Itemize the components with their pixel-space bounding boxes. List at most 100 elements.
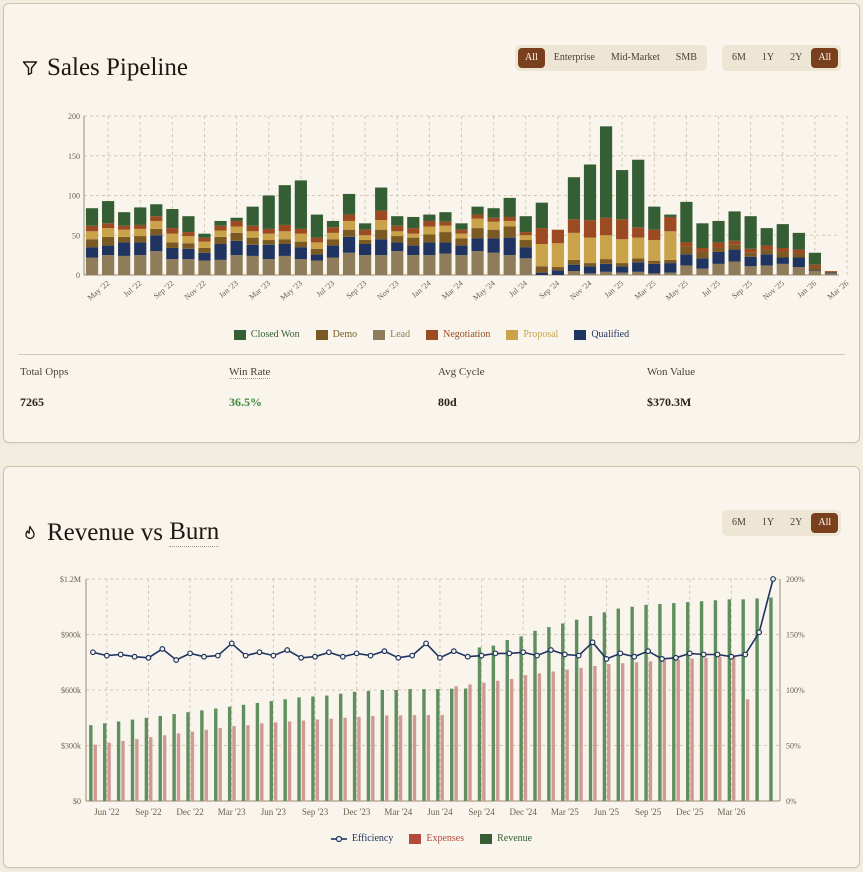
bar-expenses (149, 737, 153, 801)
bar-proposal (246, 231, 259, 238)
legend-label: Qualified (591, 329, 630, 340)
legend-item-closed-won[interactable]: Closed Won (233, 329, 300, 340)
bar-closed-won (519, 216, 532, 233)
range-option-1y[interactable]: 1Y (761, 517, 775, 528)
legend-item-expenses[interactable]: Expenses (409, 833, 464, 844)
bar-negotiation (262, 228, 275, 234)
bar-proposal (342, 220, 356, 230)
bar-demo (696, 251, 709, 259)
bar-proposal (599, 235, 613, 260)
bar-qualified (599, 263, 613, 272)
bar-revenue (422, 689, 426, 801)
bar-revenue (352, 691, 357, 801)
bar-lead (696, 268, 709, 275)
bar-demo (278, 239, 291, 244)
bar-revenue (172, 714, 176, 801)
bar-closed-won (471, 206, 484, 215)
bar-demo (455, 238, 468, 246)
x-tick-label: Mar '26 (826, 279, 851, 302)
segment-option-enterprise[interactable]: Enterprise (553, 52, 595, 63)
bar-revenue (463, 688, 468, 801)
stat-win-rate[interactable]: Win Rate 36.5% (229, 366, 271, 410)
x-tick-label: May '24 (471, 279, 497, 303)
bar-revenue (255, 702, 260, 801)
legend-swatch (480, 833, 493, 844)
efficiency-point (464, 653, 471, 660)
legend-swatch (506, 329, 519, 340)
revenue-title: Revenue vs Burn (22, 518, 220, 547)
bar-demo (326, 239, 340, 246)
legend-item-qualified[interactable]: Qualified (574, 329, 629, 340)
bar-negotiation (728, 240, 741, 245)
bar-expenses (371, 715, 375, 801)
efficiency-point (103, 652, 110, 659)
segment-option-smb[interactable]: SMB (675, 52, 697, 63)
bar-proposal (616, 239, 629, 264)
bar-qualified (792, 257, 805, 268)
segment-option-all[interactable]: All (518, 48, 545, 68)
bar-expenses (607, 664, 611, 801)
range-option-6m[interactable]: 6M (732, 52, 746, 63)
bar-expenses (718, 656, 722, 801)
bar-lead (214, 259, 227, 275)
y-right-tick-label: 200% (786, 575, 805, 584)
range-option-1y[interactable]: 1Y (761, 52, 775, 63)
bar-negotiation (134, 224, 147, 229)
y-tick-label: 100 (68, 192, 80, 201)
range-option-all[interactable]: All (811, 513, 839, 533)
bar-lead (616, 272, 629, 275)
bar-proposal (310, 242, 324, 249)
x-tick-label: Mar '23 (247, 279, 272, 302)
legend-item-demo[interactable]: Demo (315, 329, 357, 340)
bar-qualified (712, 251, 725, 264)
x-tick-label: Nov '25 (761, 279, 786, 302)
range-option-6m[interactable]: 6M (732, 517, 746, 528)
y-right-tick-label: 0% (786, 797, 797, 806)
segment-option-mid-market[interactable]: Mid-Market (610, 52, 660, 63)
bar-lead (664, 272, 677, 275)
efficiency-point (256, 649, 263, 656)
legend-item-proposal[interactable]: Proposal (506, 329, 558, 340)
bar-revenue (769, 597, 773, 801)
bar-expenses (176, 733, 181, 801)
range-option-2y[interactable]: 2Y (790, 52, 803, 63)
x-tick-label: Jun '25 (594, 807, 620, 817)
x-tick-label: Mar '24 (384, 807, 412, 817)
efficiency-point (201, 653, 207, 660)
efficiency-point (561, 651, 568, 658)
bar-revenue (297, 697, 301, 801)
x-tick-label: Dec '25 (676, 807, 704, 817)
legend-swatch (574, 329, 587, 340)
bar-expenses (537, 673, 542, 801)
bar-qualified (118, 242, 131, 256)
stat-label[interactable]: Win Rate (229, 366, 271, 379)
bar-lead (359, 255, 372, 275)
bar-qualified (824, 272, 838, 274)
bar-demo (294, 241, 307, 248)
legend-item-negotiation[interactable]: Negotiation (426, 329, 490, 340)
x-tick-label: Jan '26 (795, 279, 818, 300)
bar-closed-won (85, 208, 99, 226)
pipeline-legend: Closed Won Demo Lead Negotiation Proposal Qua… (4, 329, 859, 340)
range-option-all[interactable]: All (811, 48, 839, 68)
bar-closed-won (326, 220, 340, 228)
bar-closed-won (118, 212, 131, 226)
legend-item-revenue[interactable]: Revenue (480, 833, 532, 844)
legend-item-efficiency[interactable]: Efficiency (330, 833, 393, 844)
x-tick-label: Dec '23 (343, 807, 371, 817)
range-option-2y[interactable]: 2Y (790, 517, 803, 528)
x-tick-label: May '23 (278, 279, 304, 303)
bar-negotiation (583, 220, 597, 238)
bar-qualified (262, 244, 275, 260)
bar-expenses (260, 723, 264, 801)
bar-proposal (214, 230, 227, 237)
bar-negotiation (760, 245, 773, 250)
stat-label: Total Opps (20, 366, 69, 378)
stat-label: Won Value (647, 366, 696, 378)
burn-title-text[interactable]: Burn (169, 518, 220, 547)
bar-demo (166, 242, 179, 248)
efficiency-point (728, 653, 735, 660)
bar-expenses (579, 667, 583, 801)
bar-demo (599, 259, 613, 264)
legend-item-lead[interactable]: Lead (373, 329, 410, 340)
